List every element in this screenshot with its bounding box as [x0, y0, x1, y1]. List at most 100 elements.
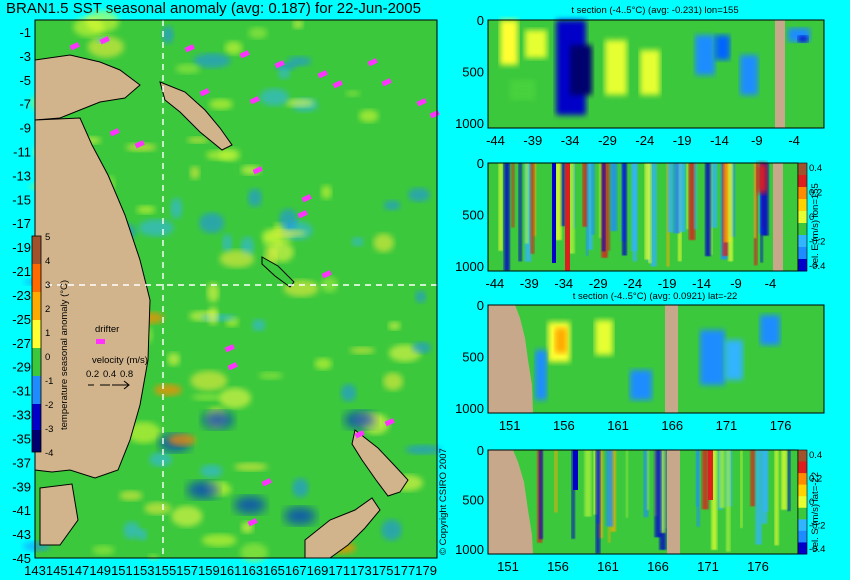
colorbar-seg-0 — [32, 376, 41, 404]
velocity-colorbar-segment — [798, 542, 807, 555]
panel-velE-lon155: 0.4 0.2 0 -0.2 -0.4 0 500 1000 -44 -39 -34 -29 -24… — [455, 156, 825, 291]
velocity-colorbar-frame — [797, 162, 808, 272]
panel-t-lon155: t section (-4..5°C) (avg: -0.231) lon=15… — [455, 5, 825, 148]
panel2-land-gap — [773, 163, 783, 271]
velocity-stripe — [625, 450, 628, 518]
map-y-tick-label: -45 — [12, 551, 31, 566]
anomaly-blob — [345, 90, 361, 97]
velocity-colorbar-tick: 0.2 — [809, 188, 822, 199]
velocity-stripe-strong — [552, 163, 556, 263]
anomaly-blob — [136, 205, 156, 215]
drifter-marker — [239, 50, 250, 59]
anomaly-blob — [349, 347, 375, 354]
velocity-stripe — [554, 163, 562, 241]
anomaly-blob — [190, 370, 228, 391]
section-x-tick-label: -9 — [730, 276, 742, 291]
velocity-stripe — [728, 163, 733, 262]
velocity-stripe — [593, 450, 598, 515]
velocity-stripe — [607, 163, 611, 251]
anomaly-blob — [287, 56, 312, 67]
velocity-legend-label: velocity (m/s) — [92, 355, 148, 366]
velocity-stripe — [511, 163, 515, 228]
anomaly-blob — [200, 464, 223, 478]
section-field-patch — [570, 45, 592, 95]
velocity-stripe — [711, 163, 718, 228]
anomaly-blob — [381, 519, 402, 541]
anomaly-blob — [340, 384, 357, 402]
panel2-x-ticks: -44 -39 -34 -29 -24 -19 -14 -9 -4 — [485, 276, 776, 291]
section-field-patch — [715, 35, 730, 60]
drifter-marker — [354, 430, 365, 439]
velocity-stripe — [694, 163, 698, 230]
section-y-tick-label: 0 — [477, 156, 484, 171]
section-x-tick-label: -4 — [788, 133, 800, 148]
map-x-tick-label: 147 — [68, 563, 90, 578]
anomaly-blob — [92, 545, 115, 556]
section-field-patch — [725, 340, 743, 380]
anomaly-blob — [234, 462, 268, 472]
colorbar-tick-label: -2 — [45, 400, 53, 411]
map-x-tick-label: 161 — [220, 563, 242, 578]
anomaly-blob — [193, 53, 231, 69]
velocity-stripe — [530, 163, 535, 254]
velocity-stripe — [532, 163, 536, 237]
velocity-stripe — [754, 163, 757, 239]
section-field-patch — [760, 315, 780, 345]
velocity-stripe — [761, 163, 769, 236]
section-field-patch — [605, 40, 627, 95]
anomaly-blob — [314, 358, 332, 370]
section-x-tick-label: 161 — [607, 418, 629, 433]
velocity-legend-value: 0.2 — [86, 369, 99, 380]
velocity-stripe — [610, 163, 618, 232]
panel4-colorbar: 0.4 0.2 0 -0.2 -0.4 — [797, 449, 825, 555]
anomaly-blob — [358, 109, 379, 123]
colorbar-seg-5 — [32, 236, 41, 264]
drifter-marker — [99, 36, 110, 45]
section-x-tick-label: 176 — [770, 418, 792, 433]
section-x-tick-label: -19 — [673, 133, 692, 148]
section-y-tick-label: 1000 — [455, 259, 484, 274]
cool-anomaly-blob — [187, 481, 219, 499]
section-field-patch — [640, 50, 660, 95]
velocity-stripe — [740, 450, 743, 529]
map-x-tick-label: 173 — [350, 563, 372, 578]
drifter-marker — [184, 44, 195, 53]
anomaly-blob — [292, 478, 309, 498]
section-field-patch — [595, 320, 613, 355]
velocity-stripe — [538, 450, 543, 540]
panel4-land-shelf — [488, 450, 533, 554]
section-x-tick-label: -44 — [485, 276, 504, 291]
anomaly-blob — [125, 143, 157, 152]
velocity-colorbar-tick: -0.2 — [809, 521, 825, 532]
section-field-patch — [500, 20, 518, 65]
section-x-tick-label: 156 — [547, 559, 569, 574]
panel3-land-shelf — [488, 305, 533, 413]
velocity-legend-arrows — [88, 380, 130, 390]
velocity-stripe — [702, 450, 709, 510]
map-y-tick-label: -21 — [12, 264, 31, 279]
drifter-marker — [332, 80, 343, 89]
anomaly-blob — [272, 229, 307, 237]
velocity-stripe — [595, 450, 601, 554]
map-colorbar: 5 4 3 2 1 0 -1 -2 -3 -4 temperature seasonal anom… — [31, 232, 70, 459]
colorbar-tick-label: 0 — [45, 352, 50, 363]
cool-anomaly-blob — [234, 496, 266, 514]
section-x-tick-label: -14 — [692, 276, 711, 291]
section-field-patch — [525, 30, 547, 58]
velocity-stripe-strong — [757, 163, 767, 193]
section-y-tick-label: 0 — [477, 443, 484, 458]
section-x-tick-label: -44 — [486, 133, 505, 148]
section-x-tick-label: 176 — [747, 559, 769, 574]
velocity-stripe — [725, 450, 731, 552]
velocity-legend-values: 0.2 0.4 0.8 — [86, 369, 133, 380]
australia-land — [34, 117, 151, 479]
velocity-stripe — [781, 450, 787, 510]
velocity-stripe — [755, 450, 762, 545]
velocity-colorbar-tick: 0.4 — [809, 163, 822, 174]
colorbar-label: temperature seasonal anomaly (°C) — [59, 280, 70, 430]
velocity-colorbar-segment — [798, 211, 807, 224]
anomaly-blob — [224, 41, 243, 55]
panel4-y-ticks: 0 500 1000 — [455, 443, 484, 557]
velocity-colorbar-segment — [798, 496, 807, 509]
anomaly-blob — [201, 533, 237, 547]
